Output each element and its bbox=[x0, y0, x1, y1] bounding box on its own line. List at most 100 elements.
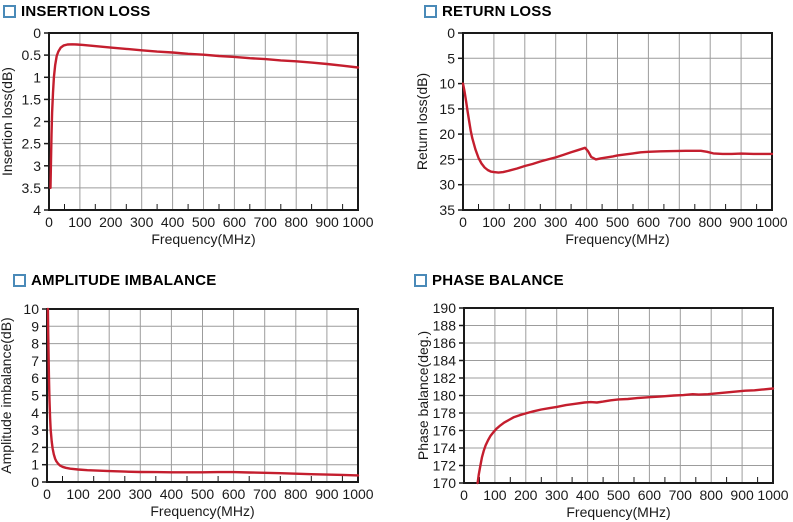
y-tick-label: 182 bbox=[433, 370, 457, 386]
x-tick-label: 500 bbox=[192, 214, 216, 230]
x-tick-label: 300 bbox=[130, 214, 154, 230]
plot-frame bbox=[463, 307, 774, 484]
x-tick-label: 900 bbox=[315, 486, 339, 502]
return-loss-chart: 0 100 200 300 400 500 600 700 800 900 1000 0 5 10 15 20… bbox=[414, 25, 788, 247]
x-tick-label: 200 bbox=[514, 487, 538, 503]
x-tick-label: 100 bbox=[482, 214, 506, 230]
x-tick-label: 500 bbox=[191, 486, 215, 502]
y-tick-label: 30 bbox=[439, 177, 455, 193]
y-tick-label: 180 bbox=[433, 388, 457, 404]
x-tick-label: 100 bbox=[483, 487, 507, 503]
y-tick-label: 172 bbox=[433, 458, 457, 474]
x-tick-label: 400 bbox=[575, 214, 599, 230]
x-tick-label: 200 bbox=[513, 214, 537, 230]
x-tick-label: 200 bbox=[99, 214, 123, 230]
x-tick-label: 300 bbox=[545, 487, 569, 503]
y-tick-label: 8 bbox=[31, 336, 39, 352]
y-tick-label: 0 bbox=[33, 25, 41, 41]
x-tick-label: 100 bbox=[68, 214, 92, 230]
y-tick-label: 176 bbox=[433, 423, 457, 439]
y-tick-label: 188 bbox=[433, 318, 457, 334]
chart-title-text: AMPLITUDE IMBALANCE bbox=[31, 272, 217, 289]
y-tick-label: 4 bbox=[33, 202, 41, 218]
y-axis-label: Return loss(dB) bbox=[414, 73, 430, 170]
x-tick-label: 800 bbox=[284, 486, 308, 502]
y-tick-label: 3.5 bbox=[22, 180, 42, 196]
x-tick-label: 200 bbox=[98, 486, 122, 502]
x-axis-label: Frequency(MHz) bbox=[150, 503, 254, 519]
x-tick-label: 0 bbox=[43, 486, 51, 502]
y-tick-label: 190 bbox=[433, 300, 457, 316]
y-tick-label: 0 bbox=[447, 25, 455, 41]
y-tick-label: 186 bbox=[433, 335, 457, 351]
y-tick-label: 0 bbox=[31, 474, 39, 490]
chart-title-text: PHASE BALANCE bbox=[432, 272, 564, 289]
title-square-icon bbox=[13, 274, 26, 287]
x-tick-label: 500 bbox=[606, 214, 630, 230]
x-tick-label: 900 bbox=[315, 214, 339, 230]
data-series-line bbox=[49, 43, 360, 190]
y-tick-label: 0.5 bbox=[22, 47, 42, 63]
x-tick-label: 300 bbox=[544, 214, 568, 230]
x-tick-label: 700 bbox=[254, 214, 278, 230]
x-axis-label: Frequency(MHz) bbox=[565, 231, 669, 247]
y-tick-label: 9 bbox=[31, 318, 39, 334]
y-tick-label: 6 bbox=[31, 370, 39, 386]
x-tick-label: 800 bbox=[699, 214, 723, 230]
x-tick-label: 800 bbox=[700, 487, 724, 503]
y-tick-label: 178 bbox=[433, 405, 457, 421]
x-tick-label: 400 bbox=[576, 487, 600, 503]
title-square-icon bbox=[3, 5, 16, 18]
chart-title-return-loss: RETURN LOSS bbox=[424, 3, 552, 20]
chart-title-text: RETURN LOSS bbox=[442, 3, 552, 20]
x-tick-label: 700 bbox=[253, 486, 277, 502]
x-tick-label: 400 bbox=[160, 486, 184, 502]
x-tick-label: 800 bbox=[285, 214, 309, 230]
x-tick-label: 700 bbox=[668, 214, 692, 230]
y-tick-label: 1 bbox=[33, 69, 41, 85]
y-tick-label: 174 bbox=[433, 440, 457, 456]
x-tick-label: 600 bbox=[637, 214, 661, 230]
y-tick-label: 3 bbox=[31, 422, 39, 438]
data-series-line bbox=[46, 307, 360, 477]
x-tick-label: 900 bbox=[729, 214, 753, 230]
y-tick-label: 10 bbox=[23, 301, 39, 317]
chart-title-amplitude-imbalance: AMPLITUDE IMBALANCE bbox=[13, 272, 216, 289]
plot-frame bbox=[48, 32, 359, 211]
x-tick-label: 0 bbox=[45, 214, 53, 230]
y-tick-label: 20 bbox=[439, 126, 455, 142]
plot-frame bbox=[462, 32, 773, 211]
x-tick-label: 100 bbox=[66, 486, 90, 502]
x-tick-label: 300 bbox=[129, 486, 153, 502]
y-tick-label: 1.5 bbox=[22, 91, 42, 107]
x-axis-label: Frequency(MHz) bbox=[151, 231, 255, 247]
data-series-line bbox=[476, 387, 775, 485]
chart-title-insertion-loss: INSERTION LOSS bbox=[3, 3, 150, 20]
y-tick-label: 2 bbox=[31, 439, 39, 455]
x-tick-label: 600 bbox=[223, 214, 247, 230]
y-tick-label: 1 bbox=[31, 457, 39, 473]
x-tick-label: 400 bbox=[161, 214, 185, 230]
data-series-line bbox=[461, 82, 774, 174]
y-tick-label: 4 bbox=[31, 405, 39, 421]
y-tick-label: 2.5 bbox=[22, 136, 42, 152]
x-tick-label: 900 bbox=[730, 487, 754, 503]
y-tick-label: 35 bbox=[439, 202, 455, 218]
x-tick-label: 700 bbox=[669, 487, 693, 503]
x-axis-label: Frequency(MHz) bbox=[566, 504, 670, 520]
chart-title-text: INSERTION LOSS bbox=[21, 3, 151, 20]
plot-frame bbox=[46, 308, 359, 483]
y-tick-label: 3 bbox=[33, 158, 41, 174]
y-axis-label: Insertion loss(dB) bbox=[0, 67, 15, 176]
x-tick-label: 1000 bbox=[757, 487, 788, 503]
x-tick-label: 0 bbox=[459, 214, 467, 230]
y-tick-label: 2 bbox=[33, 114, 41, 130]
y-axis-label: Phase balance(deg.) bbox=[415, 331, 431, 460]
x-tick-label: 600 bbox=[638, 487, 662, 503]
title-square-icon bbox=[414, 274, 427, 287]
x-tick-label: 1000 bbox=[342, 214, 373, 230]
y-tick-label: 170 bbox=[433, 475, 457, 491]
x-tick-label: 0 bbox=[460, 487, 468, 503]
